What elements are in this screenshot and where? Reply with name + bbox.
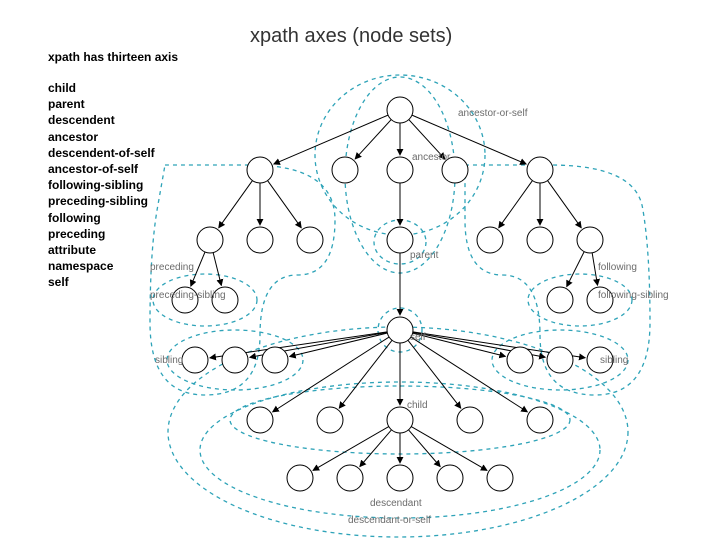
- region-label: preceding-sibling: [150, 290, 226, 301]
- region-label: ancestor-or-self: [458, 108, 527, 119]
- region-label: child: [407, 400, 428, 411]
- region-label: following: [598, 262, 637, 273]
- region-label: ancestor: [412, 152, 450, 163]
- region-label: following-sibling: [598, 290, 669, 301]
- region-label: descendant: [370, 498, 422, 509]
- region-label: descendant-or-self: [348, 515, 431, 526]
- region-label: self: [410, 332, 426, 343]
- region-label: sibling: [155, 355, 183, 366]
- region-label: sibling: [600, 355, 628, 366]
- region-label: preceding: [150, 262, 194, 273]
- region-label: parent: [410, 250, 438, 261]
